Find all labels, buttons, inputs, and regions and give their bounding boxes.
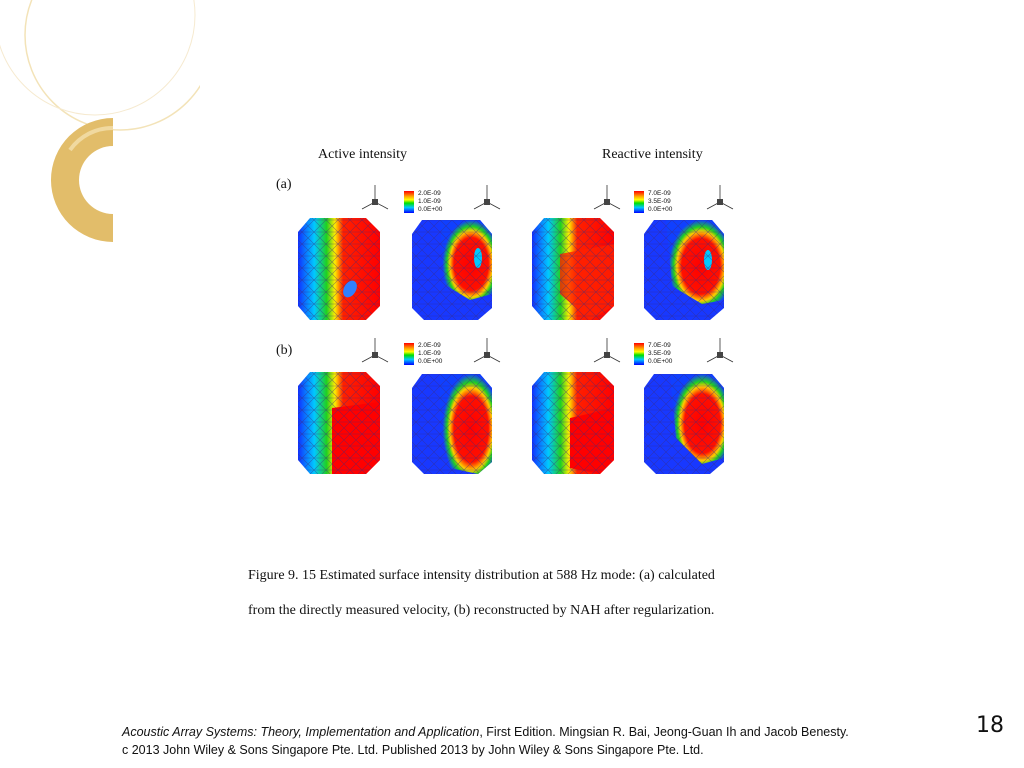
legend-max: 2.0E-09 xyxy=(418,342,441,349)
legend-mid: 3.5E-09 xyxy=(648,198,671,205)
surface-intensity-plot xyxy=(644,220,724,320)
surface-intensity-plot xyxy=(298,372,380,474)
legend-max: 7.0E-09 xyxy=(648,190,671,197)
legend-min: 0.0E+00 xyxy=(418,206,443,213)
edition-authors: , First Edition. Mingsian R. Bai, Jeong-… xyxy=(479,725,849,739)
colorbar-legend: 2.0E-09 1.0E-09 0.0E+00 xyxy=(404,342,464,368)
legend-max: 2.0E-09 xyxy=(418,190,441,197)
decorative-circle-graphic xyxy=(0,0,200,242)
book-title: Acoustic Array Systems: Theory, Implemen… xyxy=(122,725,480,739)
legend-mid: 3.5E-09 xyxy=(648,350,671,357)
row-label-a: (a) xyxy=(276,177,292,192)
column-header-active: Active intensity xyxy=(318,147,408,162)
surface-intensity-plot xyxy=(532,372,614,474)
axis-triad-icon xyxy=(473,185,501,210)
page-number: 18 xyxy=(976,713,1004,738)
legend-max: 7.0E-09 xyxy=(648,342,671,349)
surface-intensity-plot xyxy=(298,218,380,320)
axis-triad-icon xyxy=(706,338,734,363)
figure-caption-line-1: Figure 9. 15 Estimated surface intensity… xyxy=(248,568,715,583)
axis-triad-icon xyxy=(361,185,389,210)
axis-triad-icon xyxy=(361,338,389,363)
axis-triad-icon xyxy=(473,338,501,363)
legend-min: 0.0E+00 xyxy=(418,358,443,365)
axis-triad-icon xyxy=(593,338,621,363)
surface-intensity-plot xyxy=(412,220,492,320)
legend-min: 0.0E+00 xyxy=(648,358,673,365)
legend-min: 0.0E+00 xyxy=(648,206,673,213)
surface-intensity-plot xyxy=(644,374,724,474)
footer-citation: Acoustic Array Systems: Theory, Implemen… xyxy=(122,723,952,759)
axis-triad-icon xyxy=(706,185,734,210)
colorbar-legend: 7.0E-09 3.5E-09 0.0E+00 xyxy=(634,190,694,216)
row-label-b: (b) xyxy=(276,343,293,358)
column-header-reactive: Reactive intensity xyxy=(602,147,703,162)
colorbar-legend: 7.0E-09 3.5E-09 0.0E+00 xyxy=(634,342,694,368)
figure-caption-line-2: from the directly measured velocity, (b)… xyxy=(248,603,715,618)
axis-triad-icon xyxy=(593,185,621,210)
surface-intensity-plot xyxy=(532,218,614,320)
legend-mid: 1.0E-09 xyxy=(418,350,441,357)
surface-intensity-plot xyxy=(412,374,492,474)
legend-mid: 1.0E-09 xyxy=(418,198,441,205)
copyright-notice: c 2013 John Wiley & Sons Singapore Pte. … xyxy=(122,743,704,757)
colorbar-legend: 2.0E-09 1.0E-09 0.0E+00 xyxy=(404,190,464,216)
